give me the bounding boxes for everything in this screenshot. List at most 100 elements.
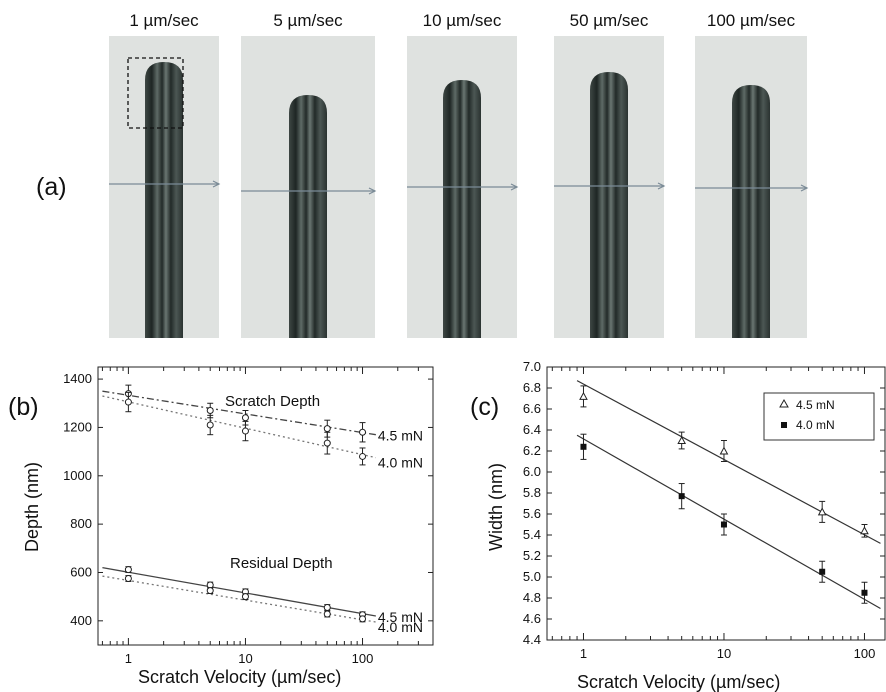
- data-point: [817, 507, 827, 516]
- data-point: [677, 435, 687, 444]
- data-point: [206, 421, 214, 429]
- velocity-label: 50 µm/sec: [570, 11, 649, 30]
- y-tick-label-600: 600: [70, 564, 92, 579]
- annotation-scratch-depth: Scratch Depth: [225, 393, 320, 410]
- series-label-4-0-mn: 4.0 mN: [378, 455, 423, 471]
- data-point: [323, 425, 331, 433]
- data-point: [323, 604, 331, 612]
- panel-b-plot-frame: [97, 366, 434, 646]
- data-point: [124, 575, 132, 583]
- data-point: [359, 428, 367, 436]
- micrograph-1: 1 µm/sec: [109, 11, 221, 338]
- annotation-residual-depth: Residual Depth: [230, 555, 333, 572]
- y-tick-label-4-8: 4.8: [523, 590, 541, 605]
- data-point: [206, 407, 214, 415]
- panel-c-y-axis-label: Width (nm): [486, 463, 506, 551]
- panel-c: (c) 4.4 4.6 4.8 5.0 5.2 5.4 5.6 5.8 6.0 6.2 6.4 6.6…: [470, 359, 886, 692]
- legend-filled-square-icon: [781, 422, 787, 428]
- legend-label-4-0-mn: 4.0 mN: [796, 418, 835, 432]
- arrow-head-icon: [212, 180, 221, 188]
- data-point: [323, 439, 331, 447]
- fit-line: [102, 575, 376, 623]
- data-point: [861, 589, 868, 596]
- x-tick-label-10: 10: [717, 646, 731, 661]
- x-tick-label-1: 1: [125, 651, 132, 666]
- y-tick-label-5-4: 5.4: [523, 527, 541, 542]
- panel-b-axes: 400 600 800 1000 1200 1400 1 10 100: [63, 367, 434, 666]
- panel-b-label: (b): [8, 393, 39, 421]
- series-data-4-0-mn: [576, 433, 881, 610]
- y-tick-label-5-0: 5.0: [523, 569, 541, 584]
- y-tick-label-5-8: 5.8: [523, 485, 541, 500]
- data-point: [206, 587, 214, 595]
- panel-b-x-axis-label: Scratch Velocity (µm/sec): [138, 667, 341, 687]
- data-point: [678, 493, 685, 500]
- data-point: [124, 398, 132, 406]
- x-tick-label-1: 1: [580, 646, 587, 661]
- velocity-label: 100 µm/sec: [707, 11, 796, 30]
- series-data-4-5-mn: [576, 380, 881, 544]
- micrograph-5: 100 µm/sec: [695, 11, 809, 338]
- fit-line: [576, 380, 881, 544]
- data-point: [323, 610, 331, 618]
- y-tick-label-4-6: 4.6: [523, 611, 541, 626]
- micrograph-4: 50 µm/sec: [554, 11, 666, 338]
- velocity-label: 10 µm/sec: [423, 11, 502, 30]
- legend-label-4-5-mn: 4.5 mN: [796, 398, 835, 412]
- data-point: [241, 427, 249, 435]
- y-tick-label-1200: 1200: [63, 419, 92, 434]
- x-tick-label-10: 10: [238, 651, 252, 666]
- series-scratch-depth-4-0-mn: 4.0 mN: [102, 391, 423, 471]
- arrow-head-icon: [510, 183, 519, 191]
- legend-box: [763, 392, 875, 441]
- data-point: [359, 615, 367, 623]
- x-tick-label-100: 100: [352, 651, 374, 666]
- arrow-head-icon: [800, 184, 809, 192]
- micrograph-2: 5 µm/sec: [241, 11, 377, 338]
- panel-b-y-axis-label: Depth (nm): [22, 462, 42, 552]
- panel-b-marks: 4.5 mN4.0 mN4.5 mN4.0 mN: [102, 384, 423, 635]
- fit-line: [102, 395, 377, 459]
- scratch-groove: [443, 80, 481, 338]
- data-point: [241, 414, 249, 422]
- y-tick-label-800: 800: [70, 516, 92, 531]
- scratch-groove: [145, 62, 183, 338]
- fit-line: [576, 434, 881, 610]
- y-tick-label-1400: 1400: [63, 371, 92, 386]
- x-tick-label-100: 100: [854, 646, 876, 661]
- data-point: [860, 526, 869, 535]
- arrow-head-icon: [657, 182, 666, 190]
- fit-line: [102, 567, 376, 617]
- y-tick-label-4-4: 4.4: [523, 632, 541, 647]
- series-label-4-5-mn: 4.5 mN: [378, 609, 423, 625]
- y-tick-label-6-6: 6.6: [523, 401, 541, 416]
- panel-c-legend: 4.5 mN 4.0 mN: [763, 392, 875, 441]
- y-tick-label-6-8: 6.8: [523, 380, 541, 395]
- panel-a-label: (a): [36, 173, 67, 201]
- data-point: [359, 452, 367, 460]
- data-point: [719, 446, 729, 455]
- data-point: [124, 566, 132, 574]
- series-label-4-5-mn: 4.5 mN: [378, 428, 423, 444]
- data-point: [720, 521, 727, 528]
- y-tick-label-7-0: 7.0: [523, 359, 541, 374]
- micrograph-row: 1 µm/sec 5 µm/sec 10 µm/sec 50 µm/sec 100 µm…: [109, 11, 809, 338]
- series-residual-depth-4-5-mn: 4.5 mN: [102, 566, 423, 625]
- panel-c-plot-frame: [546, 366, 886, 641]
- panel-c-marks: [576, 380, 881, 610]
- panel-c-x-axis-label: Scratch Velocity (µm/sec): [577, 672, 780, 692]
- data-point: [819, 568, 826, 575]
- y-tick-label-6-0: 6.0: [523, 464, 541, 479]
- data-point: [580, 443, 587, 450]
- y-tick-label-5-2: 5.2: [523, 548, 541, 563]
- y-tick-label-5-6: 5.6: [523, 506, 541, 521]
- scratch-groove: [590, 72, 628, 338]
- scratch-groove: [289, 95, 327, 338]
- series-residual-depth-4-0-mn: 4.0 mN: [102, 575, 423, 635]
- y-tick-label-6-2: 6.2: [523, 443, 541, 458]
- series-label-4-0-mn: 4.0 mN: [378, 619, 423, 635]
- velocity-label: 5 µm/sec: [273, 11, 343, 30]
- data-point: [579, 391, 588, 400]
